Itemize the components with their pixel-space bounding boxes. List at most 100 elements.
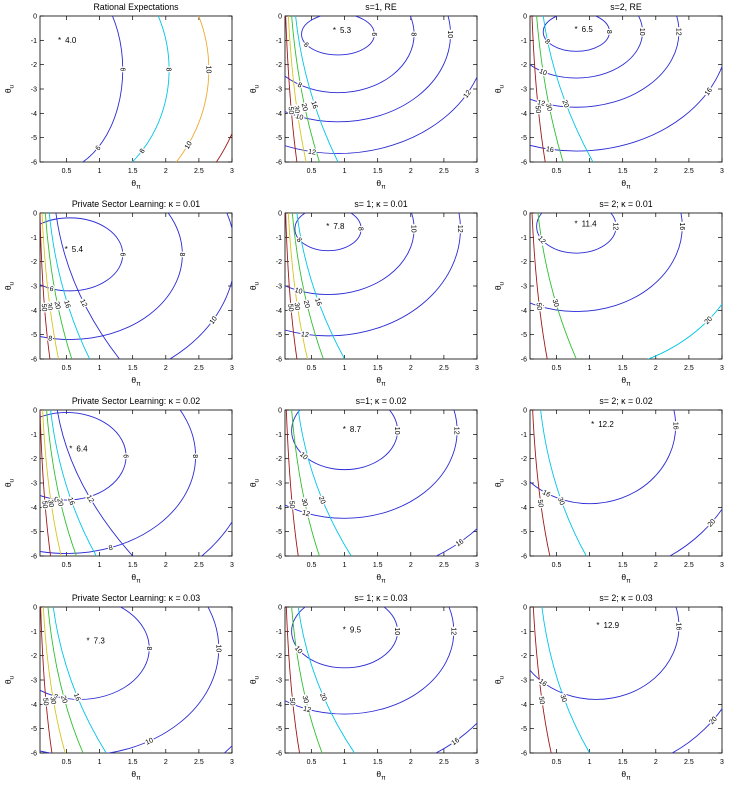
contour-line-50 (531, 16, 546, 162)
contour-label: 30 (48, 696, 56, 705)
x-axis-label: θπ (621, 375, 631, 388)
y-tick-label: -4 (521, 111, 527, 118)
contour-line-30 (42, 410, 62, 556)
plot-box (39, 212, 233, 360)
x-tick-label: 3 (475, 365, 479, 372)
y-tick-label: -3 (276, 481, 282, 488)
y-axis-label-base: θ (248, 285, 258, 290)
x-tick-label: 2 (654, 759, 658, 766)
y-axis-label-base: θ (3, 285, 13, 290)
y-tick-label: -6 (276, 751, 282, 758)
x-axis-label-base: θ (621, 178, 626, 188)
contour-line-12 (285, 607, 455, 715)
y-tick-label: -2 (31, 259, 37, 266)
contour-label: 8 (357, 227, 364, 231)
y-tick-label: -2 (31, 62, 37, 69)
contour-label: 50 (287, 500, 295, 509)
x-tick-label: 1.5 (128, 168, 138, 175)
x-tick-label: 1 (343, 562, 347, 569)
plot-box (39, 15, 233, 163)
contour-line-20 (297, 607, 355, 753)
y-axis-label: θu (248, 675, 261, 684)
contour-label: 8 (543, 38, 551, 46)
contour-label: 10 (294, 287, 303, 296)
contour-lines (40, 213, 232, 359)
contour-label: 12 (456, 225, 463, 233)
x-tick-label: 1 (98, 759, 102, 766)
x-tick-label: 2 (164, 365, 168, 372)
y-axis-label-sub: u (499, 281, 506, 285)
contour-label: 50 (40, 304, 48, 312)
contour-label: 30 (292, 105, 300, 114)
min-value: 5.4 (72, 245, 84, 254)
min-marker: * (333, 26, 336, 35)
y-tick-label: -3 (31, 481, 37, 488)
x-tick-label: 0.5 (62, 168, 72, 175)
min-value: 12.9 (604, 621, 620, 630)
contour-line-10 (530, 16, 643, 79)
x-tick-label: 0.5 (307, 168, 317, 175)
x-tick-label: 1 (98, 365, 102, 372)
y-tick-label: -6 (31, 357, 37, 364)
contour-label: 20 (560, 99, 569, 109)
contour-label: 10 (410, 225, 417, 233)
y-tick-label: -6 (521, 160, 527, 167)
contour-plot: Private Sector Learning: κ = 0.02 0.5 1 1.5… (3, 396, 234, 585)
y-tick-label: -6 (31, 554, 37, 561)
y-axis-label-sub: u (254, 84, 261, 88)
contour-label: 16 (545, 146, 554, 154)
contour-line-16 (530, 213, 683, 312)
contour-label: 12 (536, 99, 545, 108)
contour-label: 20 (53, 301, 61, 310)
contour-panel: Private Sector Learning: κ = 0.01 0.5 1 1.5… (0, 197, 245, 394)
y-tick-label: -3 (276, 284, 282, 291)
y-axis-label-sub: u (9, 675, 16, 679)
y-tick-label: -5 (31, 529, 37, 536)
contour-label: 10 (214, 645, 221, 653)
x-tick-label: 3 (230, 365, 234, 372)
plot-box (39, 606, 233, 754)
x-tick-label: 1.5 (128, 759, 138, 766)
min-value: 8.7 (350, 425, 362, 434)
contour-line-6 (40, 217, 124, 292)
contour-label: 30 (292, 302, 300, 311)
y-tick-label: -1 (521, 38, 527, 45)
y-tick-label: 0 (278, 605, 282, 612)
contour-panel: Private Sector Learning: κ = 0.02 0.5 1 1.5… (0, 394, 245, 591)
min-value: 7.3 (94, 637, 106, 646)
contour-label: 6 (95, 145, 103, 153)
panel-title: s= 1; κ = 0.01 (354, 199, 407, 209)
x-tick-label: 0.5 (307, 562, 317, 569)
y-tick-label: -3 (276, 678, 282, 685)
y-tick-label: 0 (523, 14, 527, 21)
contour-label: 30 (300, 498, 309, 507)
contour-lines (530, 16, 722, 162)
x-tick-label: 1 (588, 562, 592, 569)
contour-line-50 (532, 607, 552, 753)
contour-label: 50 (41, 697, 49, 705)
contour-label: 16 (675, 623, 682, 631)
contour-line-50 (40, 213, 51, 359)
contour-label: 50 (536, 499, 544, 508)
contour-label: 30 (301, 695, 310, 704)
y-tick-label: -2 (521, 259, 527, 266)
y-tick-label: -6 (521, 751, 527, 758)
y-axis-label-base: θ (3, 88, 13, 93)
y-axis-label-sub: u (499, 675, 506, 679)
contour-line-16 (530, 607, 680, 700)
x-axis-label-sub: π (381, 381, 386, 388)
contour-line-16 (295, 16, 339, 162)
x-tick-label: 2.5 (684, 365, 694, 372)
y-tick-label: -6 (521, 554, 527, 561)
contour-plot: s= 2; κ = 0.020.5 1 1.5 2 2.5 30-1-2-3-4-5-6θ… (493, 396, 724, 585)
contour-line-20 (297, 410, 352, 556)
x-axis-label-base: θ (376, 375, 381, 385)
x-axis-label-sub: π (381, 184, 386, 191)
x-axis-label-base: θ (131, 178, 136, 188)
contour-label: 6 (122, 454, 129, 458)
contour-label: 6 (118, 252, 125, 256)
y-axis-label-sub: u (254, 478, 261, 482)
contour-line-12 (530, 16, 680, 108)
contour-line-16 (48, 213, 91, 359)
